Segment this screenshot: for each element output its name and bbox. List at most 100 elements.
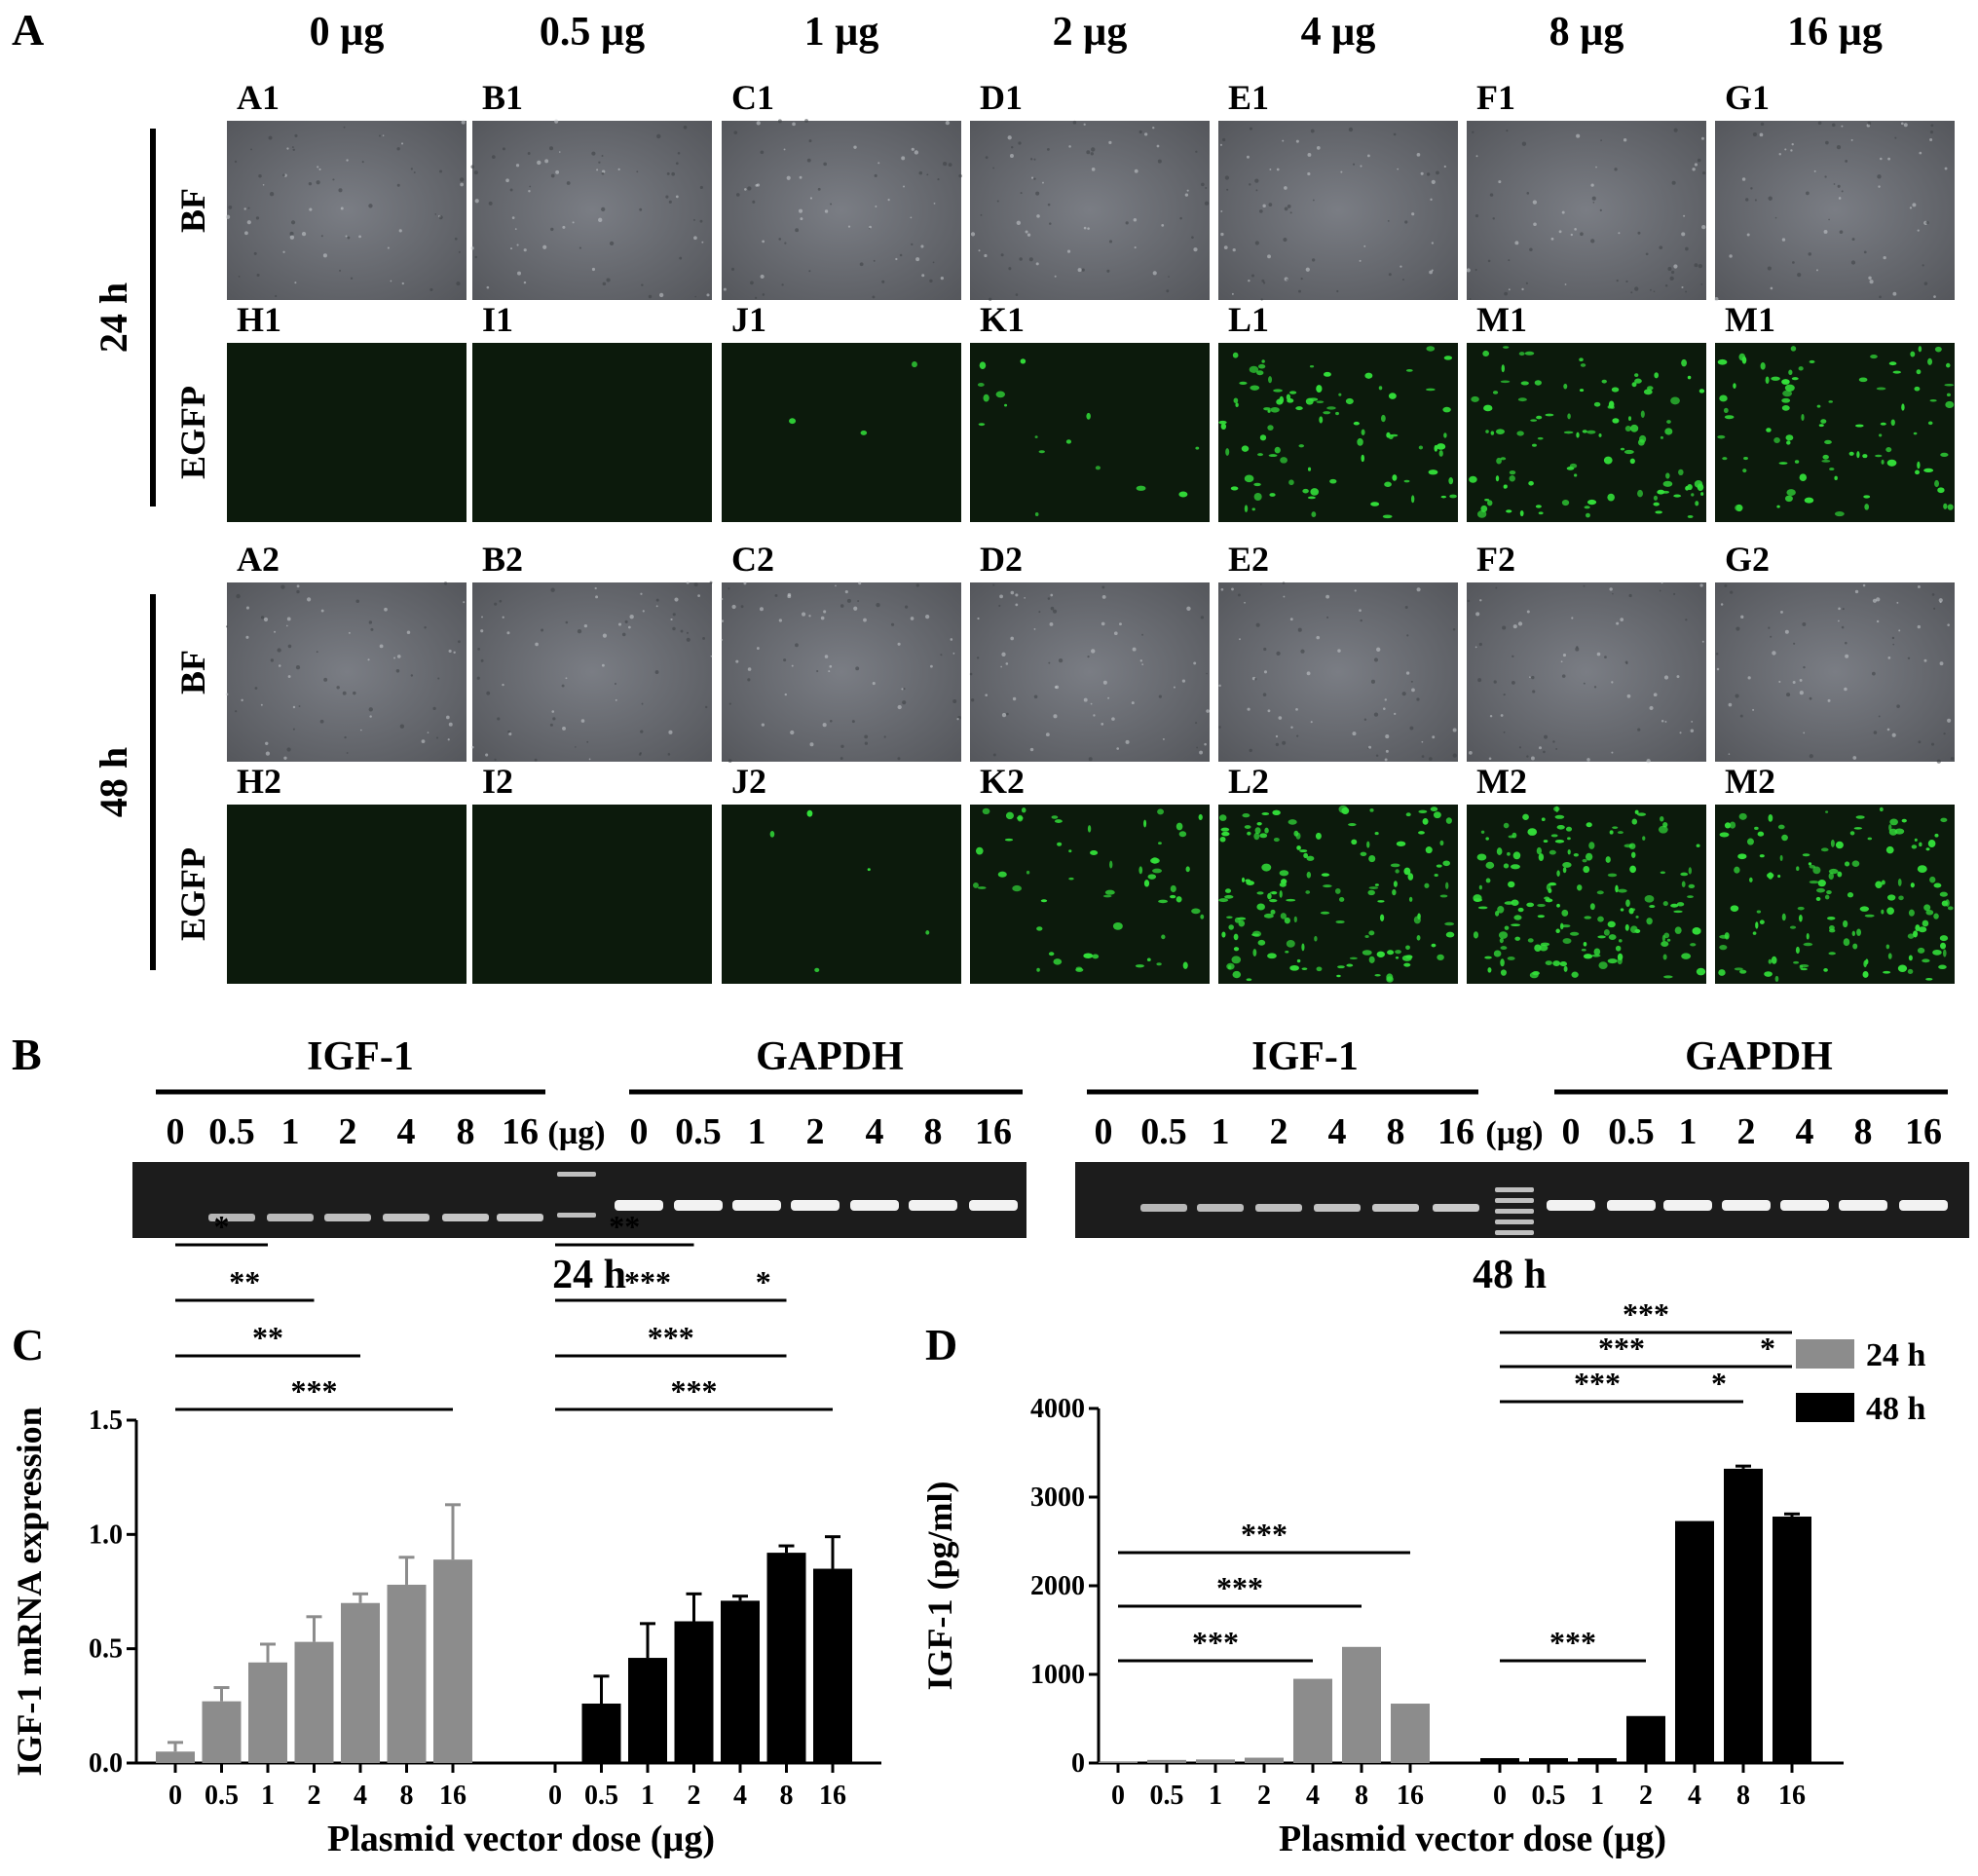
fluorescent-cell — [1733, 383, 1736, 389]
cell-speck — [1813, 169, 1816, 172]
fluorescent-cell — [1581, 948, 1586, 952]
cell-speck — [456, 281, 461, 286]
cell-speck — [347, 236, 351, 240]
cell-speck — [1833, 183, 1836, 185]
fluorescent-cell — [1438, 450, 1443, 457]
bar — [721, 1600, 760, 1763]
cell-speck — [667, 753, 671, 756]
cell-speck — [502, 147, 505, 151]
fluorescent-cell — [1718, 969, 1726, 976]
cell-speck — [1679, 732, 1682, 734]
cell-speck — [1894, 136, 1897, 139]
cell-speck — [401, 281, 404, 285]
cell-speck — [640, 592, 643, 595]
cell-speck — [976, 657, 980, 659]
bar — [1342, 1646, 1381, 1763]
fluorescent-cell — [1273, 838, 1280, 843]
fluorescent-cell — [1628, 843, 1636, 849]
cell-speck — [1282, 740, 1287, 745]
cell-speck — [1326, 616, 1329, 619]
cell-speck — [735, 659, 739, 663]
cell-speck — [1205, 187, 1208, 190]
fluorescent-cell — [1901, 818, 1907, 823]
fluorescent-cell — [1620, 908, 1624, 912]
cell-speck — [346, 752, 349, 754]
fluorescent-cell — [1782, 390, 1793, 397]
cell-speck — [874, 173, 877, 177]
micrograph-label: I1 — [482, 300, 513, 339]
x-tick-label: 16 — [439, 1781, 467, 1811]
fluorescent-cell — [1176, 822, 1183, 831]
cell-speck — [1531, 675, 1535, 680]
fluorescent-cell — [1368, 930, 1375, 936]
fluorescent-cell — [1880, 422, 1886, 426]
cell-speck — [911, 147, 914, 151]
cell-speck — [1841, 190, 1844, 193]
fluorescent-cell — [1757, 831, 1765, 837]
cell-speck — [353, 691, 356, 695]
cell-speck — [554, 119, 559, 124]
cell-speck — [1011, 146, 1014, 149]
cell-speck — [1152, 271, 1157, 276]
cell-speck — [578, 246, 582, 249]
dose-header: 8 µg — [1549, 10, 1624, 55]
fluorescent-cell — [1824, 894, 1830, 900]
cell-speck — [443, 582, 448, 585]
fluorescent-cell — [1239, 381, 1248, 386]
cell-speck — [1276, 651, 1281, 656]
cell-speck — [1626, 694, 1631, 698]
cell-speck — [367, 658, 370, 661]
cell-speck — [1774, 216, 1777, 219]
cell-speck — [1282, 582, 1286, 584]
bar — [581, 1703, 621, 1763]
fluorescent-cell — [1051, 815, 1059, 819]
cell-speck — [1508, 288, 1511, 291]
cell-speck — [1521, 287, 1524, 291]
fluorescent-cell — [1287, 398, 1294, 403]
gel-band-reference — [850, 1200, 899, 1211]
cell-speck — [1692, 168, 1696, 171]
cell-speck — [1469, 298, 1472, 300]
cell-speck — [1596, 652, 1601, 657]
fluorescent-cell — [1306, 855, 1315, 861]
cell-speck — [480, 629, 484, 633]
fluorescent-cell — [1917, 865, 1927, 874]
cell-speck — [598, 217, 603, 223]
lane-label: 0 — [630, 1111, 649, 1152]
cell-speck — [287, 675, 291, 679]
fluorescent-cell — [1065, 439, 1072, 444]
cell-speck — [555, 169, 560, 174]
cell-speck — [1393, 132, 1397, 136]
fluorescent-cell — [1908, 909, 1915, 917]
cell-speck — [853, 145, 857, 149]
cell-speck — [246, 220, 251, 225]
fluorescent-cell — [1939, 935, 1949, 942]
cell-speck — [1922, 264, 1924, 267]
fluorescent-cell — [1611, 387, 1620, 393]
brightfield-image — [1218, 121, 1458, 300]
fluorescent-cell — [1722, 457, 1728, 461]
bar — [674, 1621, 714, 1763]
fluorescent-cell — [1218, 814, 1227, 821]
fluorescent-cell — [1755, 921, 1759, 929]
cell-speck — [1310, 721, 1313, 724]
cell-speck — [1263, 670, 1267, 674]
fluorescent-cell — [1068, 877, 1074, 881]
fluorescent-cell — [1280, 457, 1288, 464]
cell-speck — [1113, 631, 1118, 636]
fluorescent-cell — [1445, 882, 1449, 890]
fluorescent-cell — [1858, 377, 1868, 383]
fluorescent-cell — [1791, 377, 1799, 381]
cell-speck — [477, 648, 480, 651]
ladder-band — [1495, 1209, 1534, 1214]
cell-speck — [1803, 732, 1806, 734]
cell-speck — [1072, 120, 1077, 125]
fluorescent-cell — [1272, 809, 1281, 816]
fluorescent-cell — [1251, 933, 1260, 937]
fluorescent-cell — [1274, 446, 1281, 454]
cell-speck — [550, 587, 555, 592]
fluorescent-cell — [1503, 346, 1510, 349]
cell-speck — [1340, 170, 1343, 173]
brightfield-image — [722, 121, 961, 300]
cell-speck — [1612, 592, 1614, 595]
